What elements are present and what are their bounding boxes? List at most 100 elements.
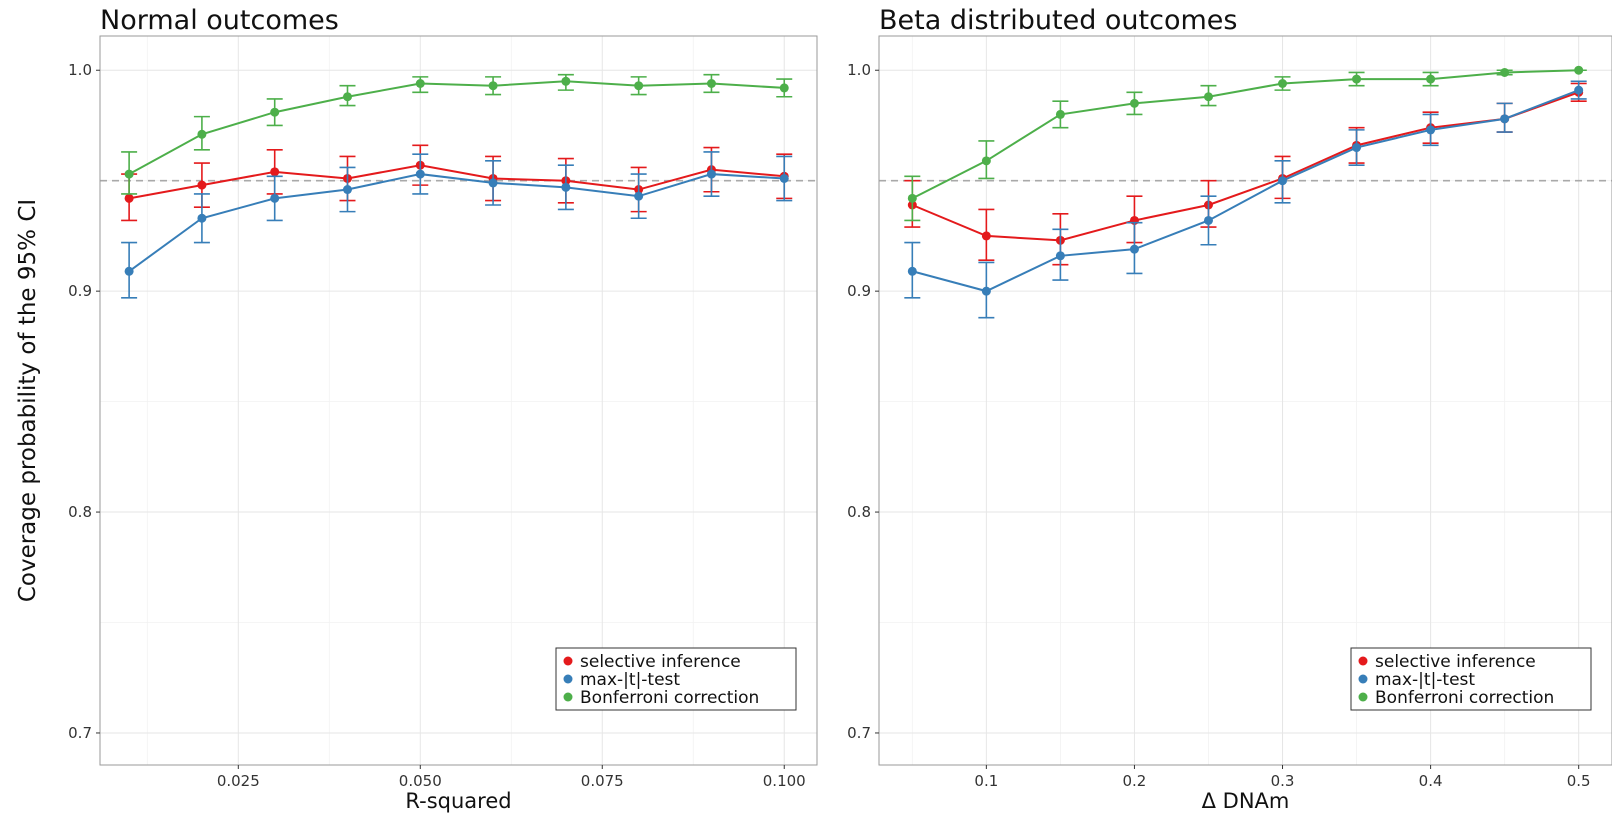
- series-line: [128, 80, 785, 175]
- x-tick-label: 0.3: [1271, 772, 1295, 790]
- x-tick-label: 0.4: [1419, 772, 1443, 790]
- panel-2: 0.7 0.8 0.9 1.0 0.1 0.2 0.3 0.4 0.5 Beta distribu…: [847, 5, 1612, 813]
- data-point: [561, 182, 571, 192]
- y-tick-label: 0.8: [847, 503, 871, 521]
- legend-box: [555, 647, 797, 711]
- plot-background: [879, 36, 1612, 765]
- series-2: [121, 151, 793, 299]
- y-tick-label: 0.7: [68, 724, 92, 742]
- series-2: [904, 80, 1587, 319]
- series-line: [128, 173, 785, 273]
- data-point: [1426, 74, 1436, 84]
- series-line: [128, 164, 785, 200]
- data-point: [1278, 78, 1288, 88]
- legend: selective inferencemax-|t|-testBonferron…: [555, 647, 797, 711]
- series-3: [904, 65, 1587, 222]
- panel-border: [878, 35, 1612, 766]
- legend-label: selective inference: [1375, 652, 1536, 672]
- legend-marker: [563, 692, 573, 702]
- data-point: [342, 185, 352, 195]
- panel-title: Normal outcomes: [100, 5, 339, 36]
- data-point: [1129, 98, 1139, 108]
- data-point: [270, 193, 280, 203]
- x-axis-title: R-squared: [405, 789, 511, 813]
- x-tick-label: 0.5: [1567, 772, 1591, 790]
- data-point: [342, 92, 352, 102]
- legend-item: max-|t|-test: [1358, 670, 1475, 690]
- data-point: [981, 286, 991, 296]
- data-point: [907, 266, 917, 276]
- data-point: [1055, 251, 1065, 261]
- y-tick-label: 0.9: [68, 282, 92, 300]
- x-tick-label: 0.075: [581, 772, 624, 790]
- data-point: [634, 81, 644, 91]
- legend-marker: [1358, 692, 1368, 702]
- legend-item: selective inference: [1358, 652, 1536, 672]
- data-point: [124, 266, 134, 276]
- data-point: [1500, 114, 1510, 124]
- y-tick-label: 1.0: [847, 61, 871, 79]
- data-point: [1352, 74, 1362, 84]
- data-point: [706, 169, 716, 179]
- series-line: [911, 91, 1580, 242]
- data-point: [1352, 143, 1362, 153]
- legend-marker: [563, 656, 573, 666]
- x-tick-label: 0.100: [763, 772, 806, 790]
- x-tick-label: 0.1: [974, 772, 998, 790]
- data-point: [706, 78, 716, 88]
- legend-marker: [1358, 674, 1368, 684]
- x-tick-label: 0.2: [1123, 772, 1147, 790]
- legend-label: Bonferroni correction: [580, 688, 759, 708]
- data-point: [1055, 109, 1065, 119]
- series-line: [911, 69, 1579, 200]
- data-point: [561, 76, 571, 86]
- data-point: [981, 231, 991, 241]
- legend: selective inferencemax-|t|-testBonferron…: [1350, 647, 1592, 711]
- legend-label: selective inference: [580, 652, 741, 672]
- x-tick-label: 0.025: [217, 772, 260, 790]
- data-point: [1426, 125, 1436, 135]
- data-point: [124, 169, 134, 179]
- y-tick-label: 0.8: [68, 503, 92, 521]
- y-tick-label: 0.7: [847, 724, 871, 742]
- data-point: [197, 180, 207, 190]
- legend-marker: [563, 674, 573, 684]
- data-point: [779, 83, 789, 93]
- y-axis-title: Coverage probability of the 95% CI: [15, 199, 41, 602]
- legend-item: Bonferroni correction: [1358, 688, 1554, 708]
- series-line: [912, 89, 1580, 293]
- data-point: [1574, 65, 1584, 75]
- x-axis-title: Δ DNAm: [1202, 789, 1290, 813]
- x-tick-label: 0.050: [399, 772, 442, 790]
- data-point: [415, 169, 425, 179]
- data-point: [1278, 176, 1288, 186]
- data-point: [779, 173, 789, 183]
- data-point: [907, 193, 917, 203]
- legend-label: max-|t|-test: [1375, 670, 1475, 690]
- grid: [100, 36, 817, 765]
- legend-item: Bonferroni correction: [563, 688, 759, 708]
- data-point: [1203, 92, 1213, 102]
- legend-label: Bonferroni correction: [1375, 688, 1554, 708]
- data-point: [1574, 85, 1584, 95]
- plot-background: [100, 36, 817, 765]
- panel-1: 0.7 0.8 0.9 1.0 0.025 0.050 0.075 0.100 Normal o…: [15, 5, 818, 813]
- data-point: [1129, 244, 1139, 254]
- panel-border: [99, 35, 818, 766]
- data-point: [488, 178, 498, 188]
- data-point: [1203, 215, 1213, 225]
- data-point: [197, 129, 207, 139]
- y-tick-label: 1.0: [68, 61, 92, 79]
- data-point: [197, 213, 207, 223]
- data-point: [415, 78, 425, 88]
- data-point: [488, 81, 498, 91]
- legend-box: [1350, 647, 1592, 711]
- data-point: [981, 156, 991, 166]
- data-point: [1500, 67, 1510, 77]
- legend-marker: [1358, 656, 1368, 666]
- data-point: [634, 191, 644, 201]
- legend-item: max-|t|-test: [563, 670, 680, 690]
- legend-item: selective inference: [563, 652, 741, 672]
- legend-label: max-|t|-test: [580, 670, 680, 690]
